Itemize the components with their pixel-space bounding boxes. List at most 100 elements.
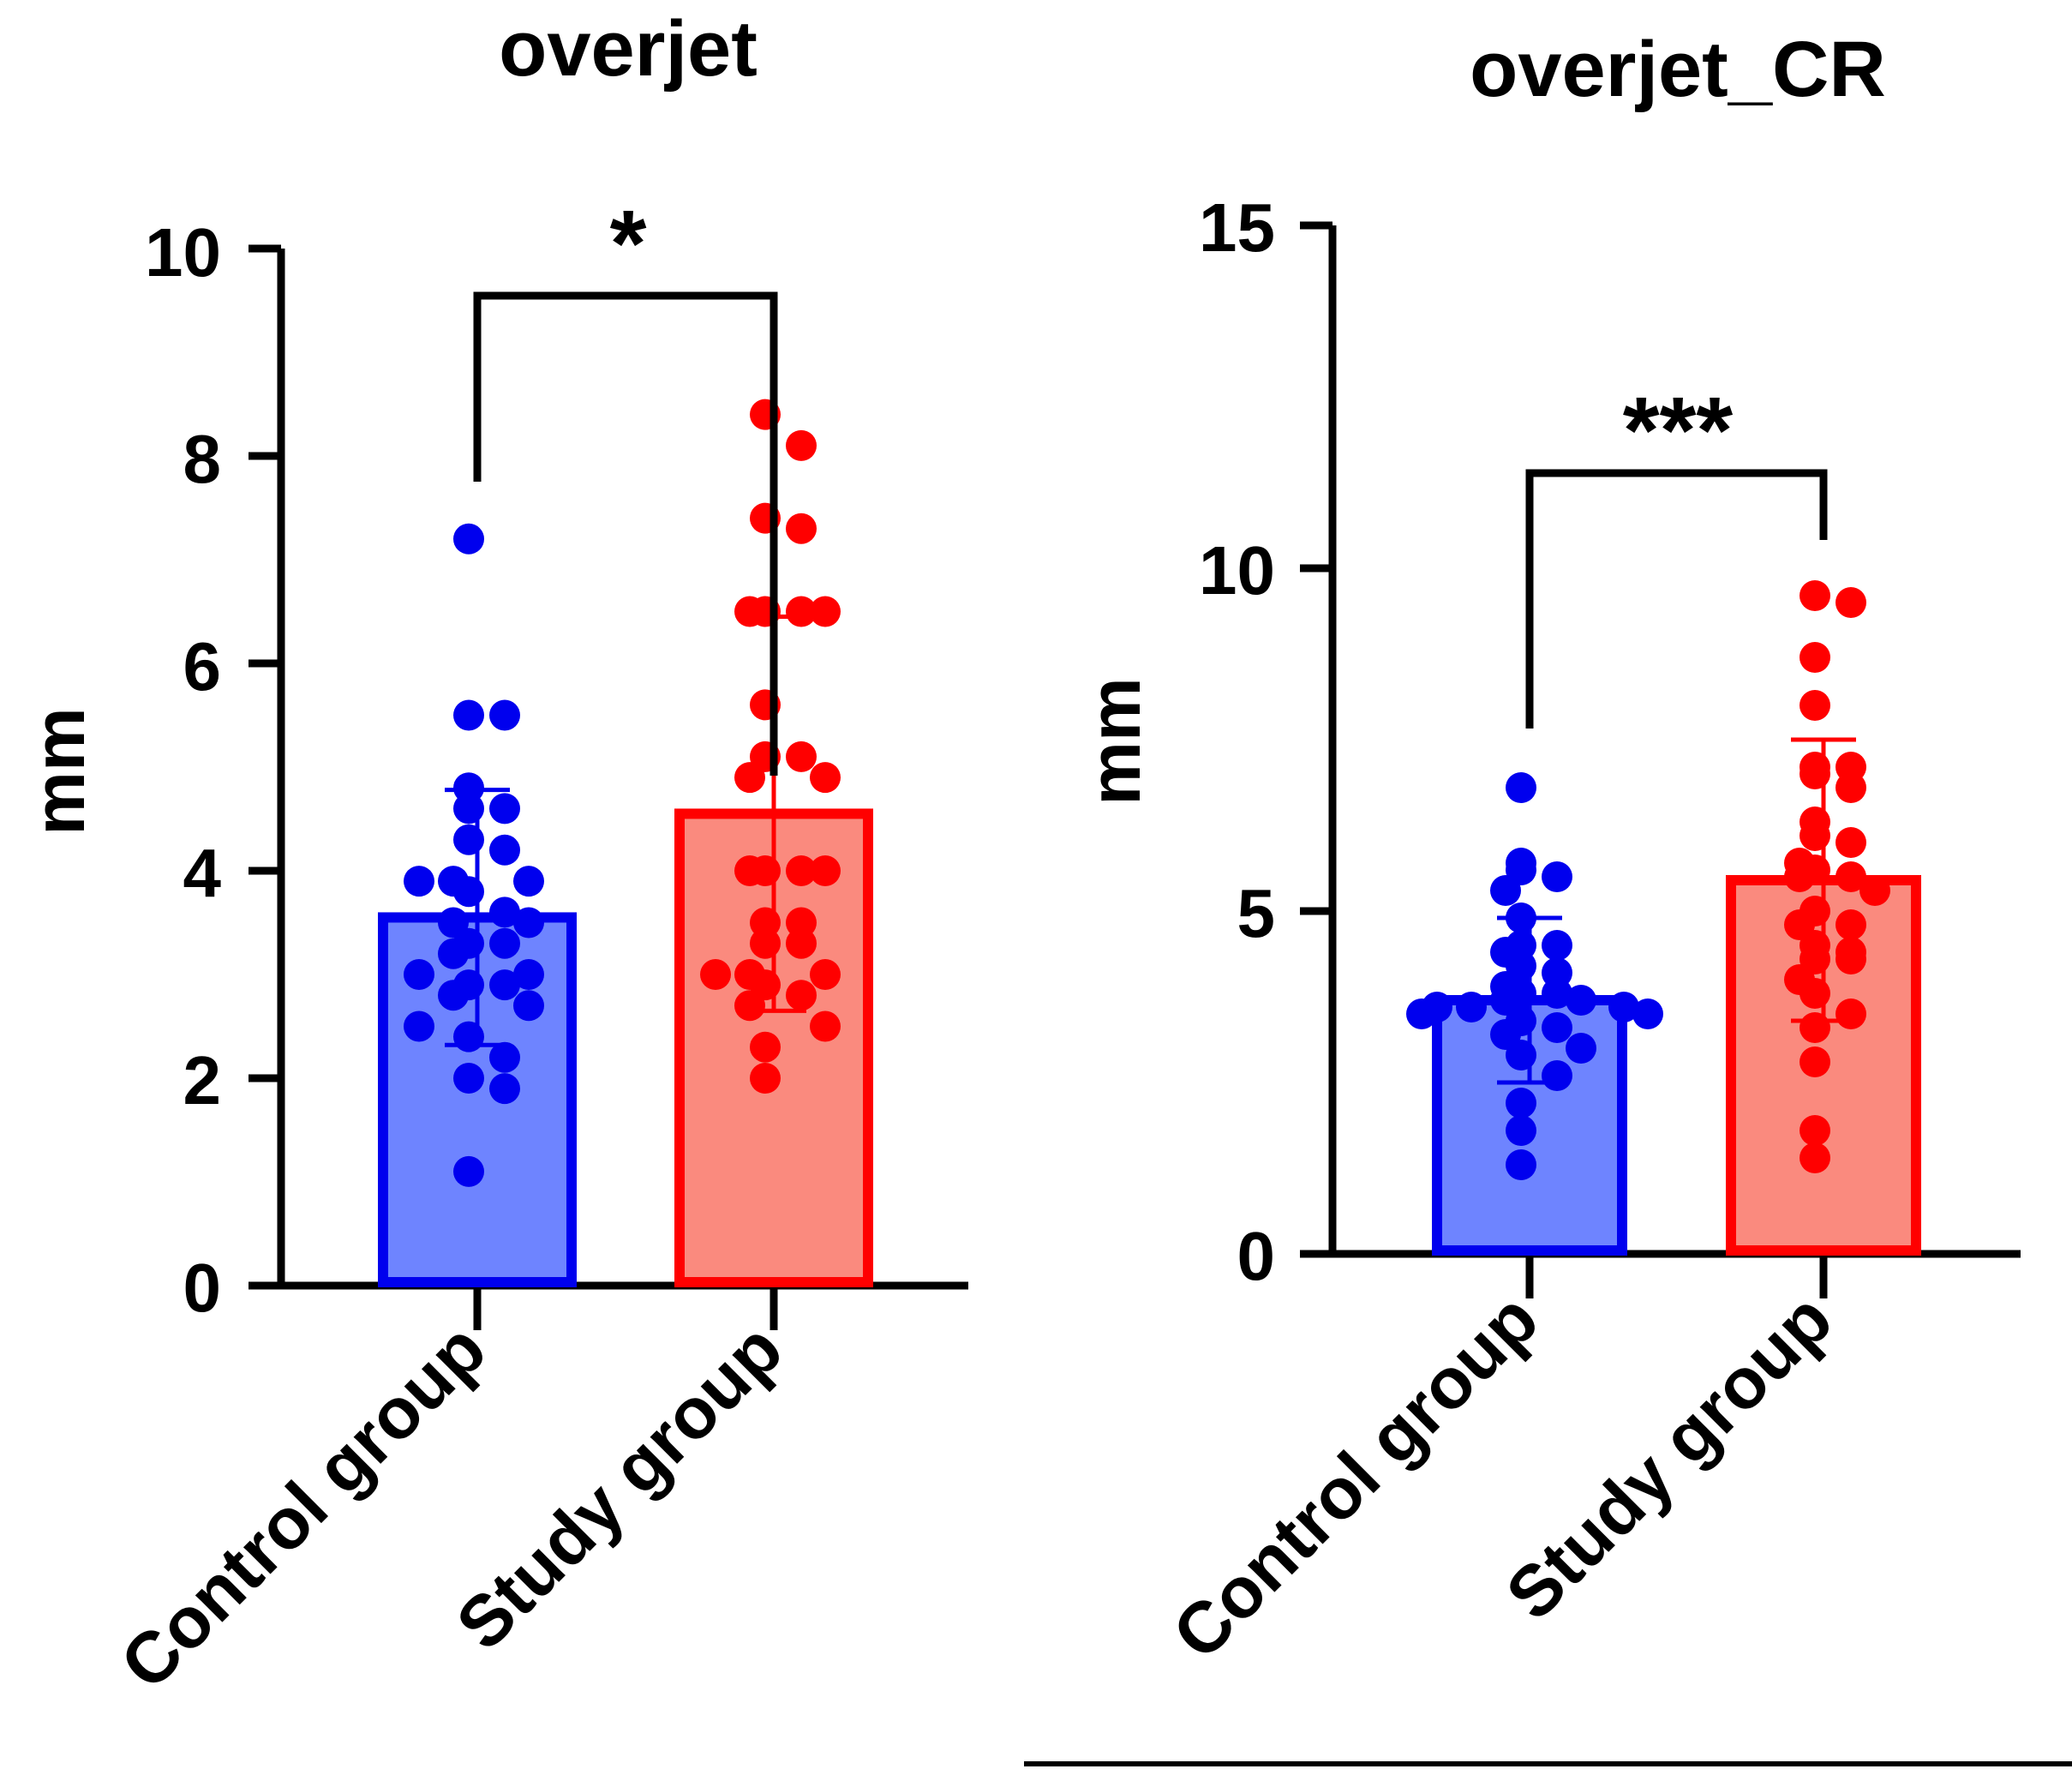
significance-bracket: [473, 291, 778, 776]
y-tick-label: 0: [1237, 1218, 1276, 1294]
data-point: [489, 1073, 520, 1105]
data-point: [786, 741, 817, 772]
data-point: [750, 1063, 781, 1094]
data-point: [489, 834, 520, 866]
data-point: [513, 990, 544, 1022]
data-point: [1542, 1060, 1572, 1091]
data-point: [786, 429, 817, 461]
data-point: [1859, 875, 1890, 906]
data-point: [1456, 992, 1487, 1022]
data-point: [1506, 902, 1536, 933]
y-tick-label: 8: [183, 421, 222, 497]
data-point: [489, 896, 520, 928]
data-point: [1490, 875, 1521, 906]
data-point: [734, 596, 765, 627]
data-point: [453, 824, 484, 855]
data-point: [404, 959, 434, 990]
data-point: [1800, 759, 1830, 789]
data-point: [786, 513, 817, 544]
data-point: [810, 1010, 841, 1042]
data-point: [404, 866, 434, 897]
y-tick-label: 4: [183, 835, 222, 911]
data-point: [489, 927, 520, 959]
x-category-label: Control group: [1157, 1278, 1553, 1674]
chart-title: overjet_CR: [1470, 26, 1886, 113]
data-point: [750, 1031, 781, 1063]
data-point: [1835, 587, 1866, 618]
data-point: [1542, 930, 1572, 961]
data-point: [786, 927, 817, 959]
data-point: [1800, 690, 1830, 721]
y-tick-label: 6: [183, 628, 222, 705]
overjet-cr-chart-panel: overjet_CR mm 0 5 10 15 Control group St…: [1075, 26, 2021, 1675]
data-point: [404, 1010, 434, 1042]
data-point: [1566, 1033, 1596, 1064]
data-point: [438, 938, 469, 969]
data-point: [786, 980, 817, 1011]
data-point: [810, 855, 841, 886]
data-point: [1506, 1040, 1536, 1070]
y-axis-label: mm: [1075, 677, 1155, 805]
data-point: [1566, 985, 1596, 1016]
data-point: [1542, 1012, 1572, 1043]
chart-title: overjet: [499, 5, 758, 93]
data-point: [810, 959, 841, 990]
y-tick-label: 5: [1237, 875, 1276, 951]
data-point: [1506, 1115, 1536, 1146]
data-point: [1632, 998, 1663, 1029]
x-category-label: Control group: [105, 1308, 500, 1704]
data-point: [750, 927, 781, 959]
data-point: [513, 959, 544, 990]
data-point: [489, 699, 520, 731]
y-tick-label: 0: [183, 1250, 222, 1326]
data-point: [1835, 998, 1866, 1029]
data-point: [1800, 642, 1830, 673]
data-point: [734, 762, 765, 794]
data-point: [489, 1041, 520, 1073]
data-point: [453, 1155, 484, 1187]
data-point: [1542, 861, 1572, 892]
data-point: [734, 990, 765, 1022]
y-tick-label: 2: [183, 1042, 222, 1118]
significance-bracket: [1525, 469, 1828, 729]
data-point: [453, 523, 484, 555]
data-point: [1835, 909, 1866, 940]
data-point: [1800, 1046, 1830, 1077]
data-point: [453, 1063, 484, 1094]
data-point: [1800, 820, 1830, 851]
data-point: [1542, 978, 1572, 1009]
data-point: [1608, 992, 1639, 1022]
data-point: [786, 596, 817, 627]
data-point: [1835, 772, 1866, 803]
significance-marker: ***: [1623, 378, 1734, 483]
data-point: [1800, 1012, 1830, 1043]
y-tick-label: 10: [145, 214, 221, 291]
data-point: [1835, 827, 1866, 858]
data-point: [489, 793, 520, 825]
data-point: [513, 907, 544, 938]
y-axis-label: mm: [19, 707, 99, 835]
data-point: [1506, 1149, 1536, 1180]
data-point: [734, 855, 765, 886]
data-point: [1784, 861, 1815, 892]
data-point: [513, 866, 544, 897]
data-point: [700, 959, 731, 990]
data-point: [786, 855, 817, 886]
data-point: [453, 699, 484, 731]
y-tick-label: 10: [1199, 532, 1275, 609]
data-point: [1406, 998, 1437, 1029]
data-point: [1835, 944, 1866, 974]
data-point: [453, 876, 484, 908]
data-point: [453, 1021, 484, 1052]
data-point: [1800, 978, 1830, 1009]
data-point: [1506, 772, 1536, 803]
data-point: [489, 969, 520, 1001]
data-point: [810, 762, 841, 794]
data-point: [1800, 580, 1830, 611]
significance-marker: *: [610, 191, 647, 297]
data-point: [1800, 1142, 1830, 1173]
data-point: [810, 596, 841, 627]
data-point: [438, 980, 469, 1011]
data-point: [1800, 1115, 1830, 1146]
